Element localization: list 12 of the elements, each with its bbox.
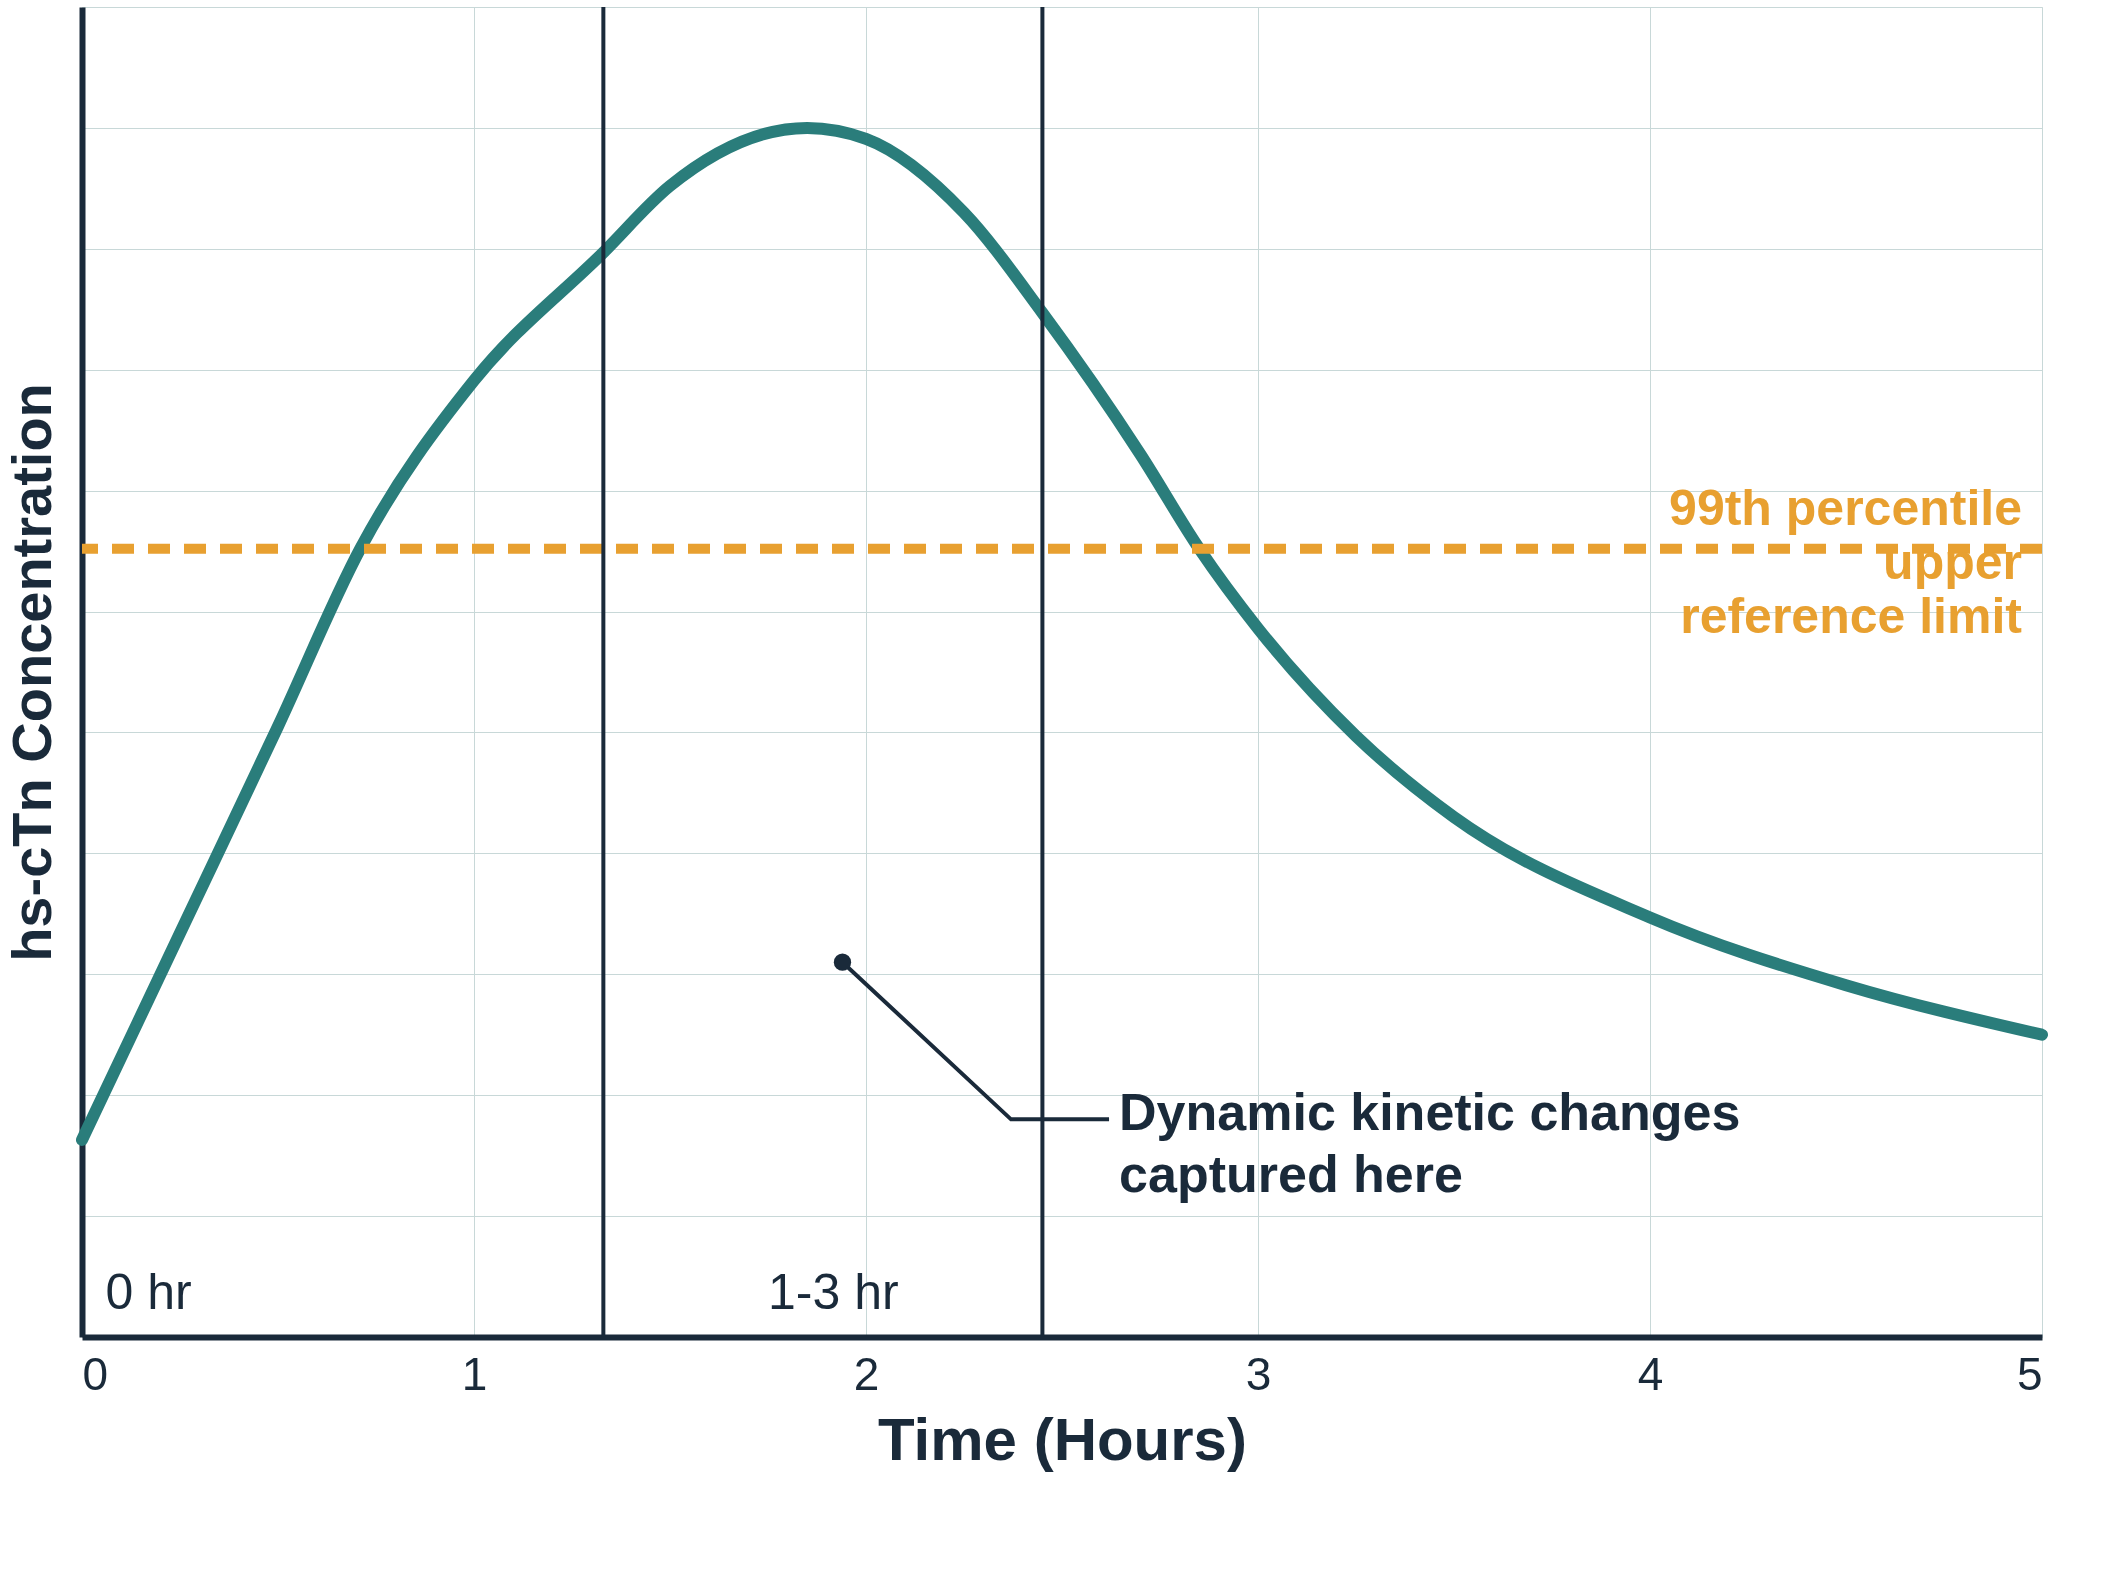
annotation: 1-3 hr bbox=[768, 1264, 899, 1320]
ref-line-label: 99th percentile upper reference limit bbox=[1669, 479, 2023, 644]
x-tick-label: 2 bbox=[853, 1347, 880, 1400]
x-tick-label: 5 bbox=[2016, 1347, 2043, 1400]
x-tick-label: 4 bbox=[1637, 1347, 1664, 1400]
annotation: Dynamic kinetic changes captured here bbox=[1119, 1083, 1741, 1204]
x-axis-title: Time (Hours) bbox=[878, 1405, 1247, 1473]
annotation: 0 hr bbox=[105, 1264, 192, 1320]
x-tick-label: 0 bbox=[82, 1347, 109, 1400]
x-tick-label: 3 bbox=[1245, 1347, 1272, 1400]
x-tick-label: 1 bbox=[461, 1347, 488, 1400]
y-axis-title: hs-cTn Concentration bbox=[0, 383, 63, 962]
